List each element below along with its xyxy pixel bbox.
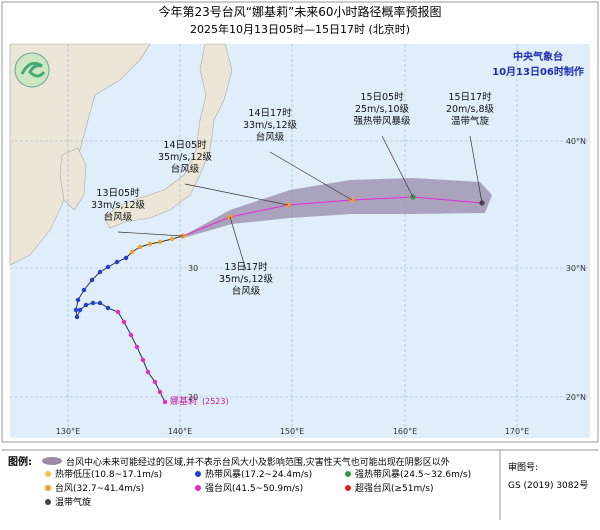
callout-text: 25m/s,10级 [355, 103, 410, 115]
callout-text: 13日05时 [96, 187, 140, 199]
legend-swatch [45, 485, 51, 491]
callout-text: 14日05时 [163, 139, 207, 151]
inner-lat-label: 30 [188, 264, 198, 273]
past-point [147, 241, 153, 247]
past-point [81, 287, 87, 293]
lon-label: 160°E [393, 427, 417, 436]
callout-text: 35m/s,12级 [158, 151, 213, 163]
legend-label: 热带低压(10.8~17.1m/s) [55, 468, 162, 480]
legend-title: 图例: [8, 455, 32, 468]
callout-text: 温带气旋 [451, 115, 490, 127]
lat-label: 20°N [566, 393, 586, 402]
legend-label: 热带风暴(17.2~24.4m/s) [205, 468, 312, 480]
typhoon-name: 娜基莉 [170, 395, 197, 407]
callout-text: 33m/s,12级 [243, 119, 298, 131]
past-point [137, 244, 143, 250]
callout-text: 强热带风暴级 [353, 115, 411, 127]
logo-mark [20, 61, 46, 78]
ocean [10, 44, 590, 438]
legend-label: 台风(32.7~41.4m/s) [55, 482, 144, 494]
callout-text: 20m/s,8级 [446, 103, 495, 115]
callout-leader [184, 183, 289, 206]
past-point [134, 344, 140, 350]
graticule [10, 44, 590, 438]
past-point [77, 307, 83, 313]
past-point [73, 307, 79, 313]
callout-text: 台风级 [256, 131, 285, 143]
callout-text: 14日17时 [248, 107, 292, 119]
legend-swatch [345, 471, 351, 477]
title: 今年第23号台风“娜基莉”未来60小时路径概率预报图 [159, 4, 442, 19]
callout-leader [117, 231, 184, 237]
lon-label: 130°E [56, 427, 80, 436]
probability-cone [183, 178, 492, 238]
inner-lat-label: 20 [188, 393, 198, 402]
past-point [121, 319, 127, 325]
lon-label: 170°E [505, 427, 529, 436]
typhoon-code: (2523) [202, 397, 229, 406]
legend-label: 超强台风(≥51m/s) [355, 482, 434, 494]
past-point [97, 300, 103, 306]
legend-swatch [345, 485, 351, 491]
lon-label: 140°E [168, 427, 192, 436]
callout-text: 台风级 [104, 211, 133, 223]
lat-label: 30°N [566, 264, 586, 273]
callout-text: 15日17时 [448, 91, 492, 103]
past-point [152, 379, 158, 385]
callout-text: 35m/s,12级 [219, 273, 274, 285]
callout-text: 台风级 [232, 285, 261, 297]
past-point [90, 300, 96, 306]
past-point [75, 297, 81, 303]
past-point [162, 399, 168, 405]
legend-cone: 台风中心未来可能经过的区域,并不表示台风大小及影响范围,灾害性天气也可能出现在阴… [66, 456, 450, 468]
lat-label: 40°N [566, 137, 586, 146]
callout-leader [269, 151, 353, 201]
past-point [169, 236, 175, 242]
past-point [83, 302, 89, 308]
past-point [157, 239, 163, 245]
past-point [105, 264, 111, 270]
past-point [140, 357, 146, 363]
legend-label: 强台风(41.5~50.9m/s) [205, 482, 303, 494]
past-point [114, 259, 120, 265]
past-point [157, 389, 163, 395]
legend-label: 强热带风暴(24.5~32.6m/s) [355, 468, 471, 480]
forecast-track [182, 196, 483, 237]
agency: 中央气象台 [513, 50, 563, 63]
legend: 图例: 台风中心未来可能经过的区域,并不表示台风大小及影响范围,灾害性天气也可能… [2, 449, 598, 520]
legend-swatch [45, 471, 51, 477]
callout-leader [469, 135, 483, 204]
past-point [129, 249, 135, 255]
callout-text: 台风级 [171, 163, 200, 175]
callout-text: 15日05时 [360, 91, 404, 103]
past-point [97, 269, 103, 275]
legend-swatch [195, 485, 201, 491]
cone-swatch [42, 457, 62, 465]
callout-text: 13日17时 [224, 261, 268, 273]
past-point [74, 314, 80, 320]
legend-swatch [195, 471, 201, 477]
past-point [115, 309, 121, 315]
past-point [89, 277, 95, 283]
review-title: 审图号: [508, 461, 538, 473]
lon-label: 150°E [280, 427, 304, 436]
past-point [128, 332, 134, 338]
callout-leader [381, 135, 414, 198]
past-point [145, 369, 151, 375]
callout-text: 33m/s,12级 [91, 199, 146, 211]
callout-leader [229, 216, 247, 271]
track [73, 194, 485, 405]
legend-label: 温带气旋 [55, 496, 91, 508]
subtitle: 2025年10月13日05时—15日17时 (北京时) [190, 22, 410, 36]
review-number: GS (2019) 3082号 [508, 480, 588, 491]
land [9, 43, 233, 266]
past-point [123, 255, 129, 261]
agency-time: 10月13日06时制作 [492, 65, 584, 78]
legend-swatch [45, 499, 51, 505]
past-point [105, 305, 111, 311]
